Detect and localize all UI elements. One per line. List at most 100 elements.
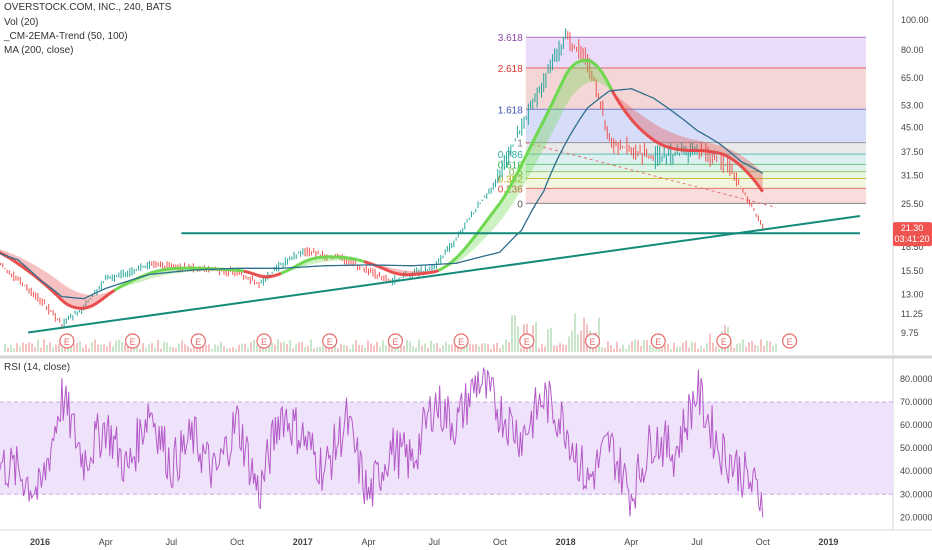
ema-fast-line: [478, 225, 484, 231]
volume-bar: [661, 348, 663, 352]
earnings-marker[interactable]: E: [716, 333, 732, 349]
ema-fast-line: [621, 106, 626, 112]
volume-bar: [166, 342, 168, 352]
ema-fast-line: [282, 270, 286, 274]
rsi-series: [0, 366, 893, 518]
ema-ribbon-segment: [703, 141, 706, 151]
earnings-marker[interactable]: E: [322, 333, 338, 349]
ema-fast-line: [25, 268, 30, 273]
ema-ribbon-segment: [694, 139, 697, 151]
volume-bar: [487, 344, 489, 352]
volume-bar: [79, 341, 81, 352]
volume-bar: [406, 339, 408, 352]
rsi-tick-label: 40.0000: [900, 466, 932, 476]
ema-ribbon-segment: [563, 75, 566, 111]
volume-bar: [679, 346, 681, 352]
ema-ribbon-segment: [42, 269, 45, 284]
volume-bar: [763, 345, 765, 352]
ema-fast-line: [385, 268, 389, 273]
volume-bar: [58, 343, 60, 352]
ema-ribbon-segment: [79, 292, 82, 309]
volume-bar: [235, 348, 237, 352]
earnings-marker[interactable]: E: [59, 333, 75, 349]
ema-fast-line: [639, 127, 644, 132]
rsi-tick-label: 50.0000: [900, 443, 932, 453]
ema-fast-line: [146, 271, 151, 276]
volume-bar: [391, 348, 393, 352]
rsi-title[interactable]: RSI (14, close): [4, 362, 71, 373]
volume-bar: [574, 313, 576, 352]
ema-fast-line: [12, 259, 17, 264]
earnings-marker[interactable]: E: [781, 333, 798, 349]
ema-fast-line: [625, 112, 631, 118]
earnings-marker[interactable]: E: [190, 333, 206, 349]
ema-ribbon-segment: [521, 159, 524, 189]
ema-fast-line: [645, 133, 650, 138]
ema-fast-line: [435, 269, 440, 273]
support-trendline[interactable]: [27, 215, 861, 334]
ema-fast-line: [575, 60, 580, 65]
ema-fast-line: [571, 63, 576, 68]
symbol-title[interactable]: OVERSTOCK.COM, INC., 240, BATS: [4, 2, 172, 13]
volume-bar: [286, 343, 288, 352]
earnings-marker[interactable]: E: [453, 333, 469, 349]
ema-ribbon-segment: [686, 137, 689, 151]
earnings-marker[interactable]: E: [519, 333, 535, 349]
ema-fast-line: [297, 262, 302, 267]
ema-fast-line: [304, 259, 308, 263]
last-price-badge: 21.30 03:41:20: [893, 222, 932, 247]
ema-fast-line: [507, 184, 513, 190]
volume-bar: [43, 339, 45, 352]
ema-ribbon-segment: [587, 60, 590, 83]
indicator-ema-trend[interactable]: _CM-2EMA-Trend (50, 100): [4, 31, 128, 42]
volume-bar: [448, 344, 450, 352]
ema-fast-line: [387, 269, 392, 273]
volume-bar: [295, 344, 297, 352]
volume-bar: [508, 342, 510, 352]
volume-bar: [28, 342, 30, 352]
ema-ribbon-segment: [653, 123, 656, 142]
rsi-axis[interactable]: 80.0000 70.0000 60.0000 50.0000 40.0000 30.00…: [900, 374, 932, 523]
volume-bar: [649, 345, 651, 352]
volume-bar: [376, 341, 378, 352]
earnings-marker[interactable]: E: [125, 333, 141, 349]
volume-bar: [394, 347, 396, 352]
ema-fast-line: [608, 84, 613, 91]
volume-bar: [379, 346, 381, 352]
ema-ribbon-segment: [554, 93, 557, 128]
ema-fast-line: [455, 254, 460, 260]
fib-zone: [525, 67, 866, 110]
volume-bar: [760, 339, 762, 352]
volume-bar: [748, 342, 750, 352]
ema-fast-line: [513, 171, 519, 178]
ema-ribbon-segment: [635, 110, 638, 127]
time-tick-label: 2018: [556, 537, 576, 547]
ema-fast-line: [468, 239, 473, 245]
volume-bar: [370, 343, 372, 352]
trendlines[interactable]: [27, 215, 861, 334]
price-tick-label: 31.50: [901, 170, 924, 180]
earnings-marker[interactable]: E: [584, 333, 601, 349]
volume-bar: [301, 342, 303, 352]
time-tick-label: 2017: [293, 537, 313, 547]
time-axis[interactable]: 2016 Apr Jul Oct 2017 Apr Jul Oct 2018 Apr Jul Oct 2…: [30, 537, 838, 547]
earnings-marker[interactable]: E: [387, 333, 403, 349]
ema-fast-line: [735, 161, 740, 166]
ema-ribbon-segment: [515, 172, 518, 200]
indicator-volume[interactable]: Vol (20): [4, 17, 39, 28]
fib-level-label: 0.236: [498, 184, 523, 195]
indicator-ma200[interactable]: MA (200, close): [4, 45, 74, 56]
ema-fast-line: [359, 258, 363, 263]
volume-bar: [19, 346, 21, 352]
price-axis[interactable]: 100.00 80.00 65.00 53.00 45.00 37.50 31.50 25.5…: [901, 15, 929, 338]
ema-ribbon-segment: [631, 107, 634, 122]
ema-fast-line: [548, 102, 554, 108]
volume-bar: [85, 344, 87, 352]
volume-bar: [520, 348, 522, 352]
ema-ribbon-segment: [72, 289, 76, 308]
earnings-marker[interactable]: E: [650, 333, 666, 349]
earnings-marker[interactable]: E: [256, 333, 272, 349]
volume-bar: [712, 342, 714, 352]
volume-bar: [280, 342, 282, 352]
